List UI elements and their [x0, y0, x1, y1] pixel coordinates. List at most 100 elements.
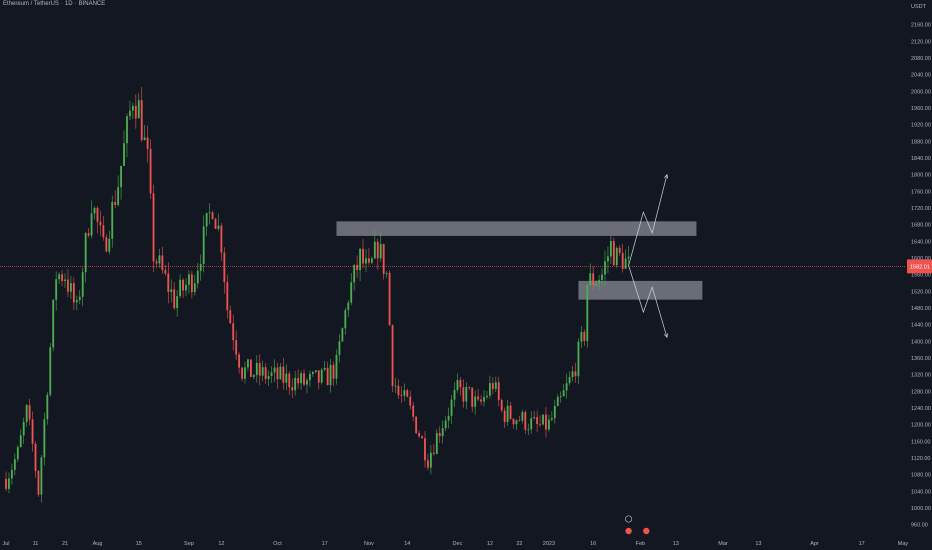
candle [409, 390, 412, 410]
x-tick-label: Aug [93, 541, 103, 547]
candle [179, 274, 182, 299]
candle [435, 429, 438, 455]
bearish-projection[interactable] [628, 265, 668, 338]
chart-title: Ethereum / TetherUS · 1D · BINANCE [3, 1, 106, 7]
candle [356, 255, 359, 278]
y-axis: USDT 960.00 1000.00 1040.00 1080.00 1120.00 11… [907, 4, 932, 529]
candle [102, 216, 105, 241]
candle [117, 175, 120, 207]
candle [140, 86, 143, 142]
x-tick-label: 12 [218, 541, 224, 547]
candle [506, 399, 509, 426]
y-tick-label: 1920.00 [911, 123, 931, 129]
y-tick-label: 1080.00 [911, 473, 931, 479]
y-tick-label: 1200.00 [911, 423, 931, 429]
candle [170, 279, 173, 303]
x-tick-label: Mar [718, 541, 728, 547]
candle [137, 92, 140, 119]
candle [81, 267, 84, 307]
candle [190, 270, 193, 299]
support-zone[interactable] [578, 280, 703, 300]
candle [8, 472, 10, 494]
candle [155, 258, 158, 269]
earnings-event-icon[interactable] [643, 527, 650, 535]
candle [427, 453, 429, 471]
candle [359, 247, 361, 282]
candle [55, 271, 58, 311]
x-tick-label: 13 [673, 541, 679, 547]
y-tick-label: 2160.00 [911, 23, 931, 29]
candle [462, 379, 465, 408]
candle [415, 416, 418, 434]
candle [418, 430, 421, 438]
candle [580, 325, 583, 349]
candle [370, 256, 373, 265]
candle [188, 270, 190, 294]
candle [220, 223, 223, 261]
candle [627, 245, 630, 268]
candle [320, 367, 323, 385]
candle [96, 206, 99, 234]
candle [69, 275, 72, 299]
y-tick-label: 2120.00 [911, 39, 931, 45]
projections-layer [628, 173, 669, 338]
y-tick-label: 1320.00 [911, 373, 931, 379]
candle [235, 330, 238, 360]
candle [93, 206, 96, 220]
y-tick-label: 1160.00 [911, 439, 930, 445]
candle [459, 376, 462, 396]
candle [539, 415, 541, 428]
candle [49, 342, 52, 397]
earnings-event-icon[interactable] [625, 527, 632, 535]
candle [226, 274, 229, 319]
candle [249, 359, 252, 377]
candle [84, 231, 87, 283]
zones-layer [336, 221, 703, 300]
candle [344, 307, 347, 335]
candle [412, 402, 415, 422]
candle [483, 389, 485, 407]
candle [545, 406, 547, 438]
resistance-zone[interactable] [336, 221, 697, 236]
candle [214, 217, 217, 229]
candle [385, 271, 388, 278]
candle [595, 279, 598, 287]
candle [199, 254, 202, 281]
candle [58, 272, 61, 284]
candle [258, 354, 261, 386]
candle [22, 417, 25, 444]
candle [533, 410, 536, 420]
candle [25, 403, 28, 427]
candle [303, 369, 305, 387]
candle [129, 100, 131, 121]
candle [72, 277, 75, 311]
candle [347, 300, 350, 318]
info-event-icon[interactable] [625, 515, 633, 523]
candle [247, 358, 249, 372]
candle [306, 377, 308, 394]
candle [477, 388, 480, 402]
candle [267, 370, 270, 387]
candle [161, 246, 164, 274]
candle [559, 391, 562, 403]
candles-layer [5, 86, 630, 503]
candle [52, 299, 55, 352]
candle [571, 365, 574, 382]
bullish-projection[interactable] [628, 173, 669, 266]
arrow-head-icon [664, 333, 668, 338]
candle [229, 305, 232, 324]
candle [379, 232, 382, 262]
candle [167, 262, 170, 304]
candle [282, 357, 285, 390]
y-tick-label: 1840.00 [911, 156, 931, 162]
candle [10, 463, 13, 485]
candle [524, 410, 527, 434]
x-tick-label: Feb [636, 541, 645, 547]
candle [353, 264, 356, 291]
interval-label: 1D [64, 1, 73, 7]
candle [400, 386, 403, 403]
x-tick-label: 12 [487, 541, 493, 547]
x-tick-label: 22 [516, 541, 522, 547]
candle [577, 338, 580, 384]
